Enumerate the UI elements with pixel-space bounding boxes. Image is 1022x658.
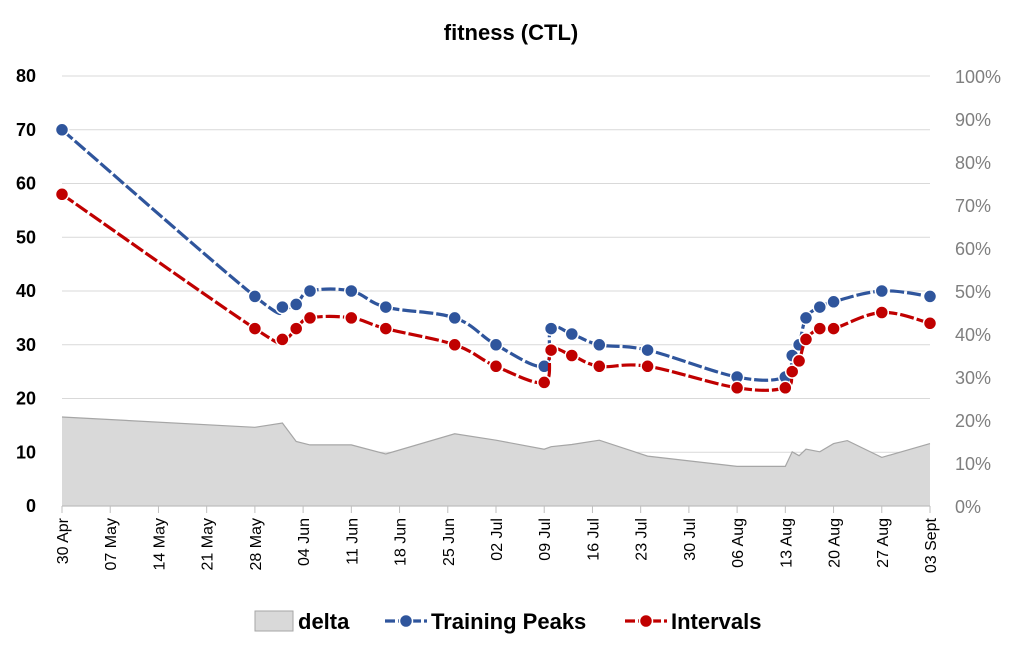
point-intervals: [378, 321, 394, 336]
y-left-tick-label: 40: [16, 281, 36, 301]
legend-label-intervals: Intervals: [671, 609, 762, 634]
point-intervals: [344, 310, 359, 326]
y-right-tick-label: 50%: [955, 282, 991, 302]
x-tick-label: 13 Aug: [778, 518, 795, 568]
y-left-tick-label: 20: [16, 389, 36, 409]
point-intervals: [592, 359, 607, 374]
y-right-tick-label: 40%: [955, 325, 991, 345]
point-intervals: [275, 332, 290, 347]
x-tick-label: 16 Jul: [585, 518, 602, 561]
point-intervals: [54, 187, 70, 202]
x-tick-label: 07 May: [103, 518, 120, 570]
point-training-peaks: [812, 299, 828, 315]
area-delta: [62, 417, 930, 506]
point-training-peaks: [54, 122, 70, 138]
legend-swatch-delta: [254, 610, 294, 632]
point-training-peaks: [874, 283, 890, 299]
legend: delta Training Peaks Intervals: [254, 609, 762, 634]
legend-swatch-marker-intervals: [638, 613, 654, 629]
y-left-tick-label: 30: [16, 335, 36, 355]
point-training-peaks: [344, 283, 359, 299]
y-left-tick-label: 0: [26, 496, 36, 516]
legend-swatch-marker-training-peaks: [398, 613, 414, 629]
x-tick-label: 27 Aug: [875, 518, 892, 568]
y-left-tick-label: 60: [16, 174, 36, 194]
point-training-peaks: [275, 299, 290, 315]
point-intervals: [247, 321, 263, 336]
x-tick-label: 18 Jun: [393, 518, 410, 566]
point-intervals: [288, 321, 304, 336]
legend-label-delta: delta: [298, 609, 350, 634]
y-right-tick-label: 0%: [955, 497, 981, 517]
point-intervals: [812, 321, 828, 336]
x-tick-label: 03 Sept: [923, 517, 940, 573]
y-left-tick-label: 50: [16, 227, 36, 247]
point-intervals: [778, 380, 793, 396]
point-training-peaks: [592, 337, 607, 353]
legend-label-training-peaks: Training Peaks: [431, 609, 586, 634]
point-training-peaks: [543, 321, 559, 336]
x-tick-label: 20 Aug: [827, 518, 844, 568]
x-tick-label: 25 Jun: [441, 518, 458, 566]
point-training-peaks: [302, 283, 318, 299]
x-tick-label: 09 Jul: [537, 518, 554, 561]
point-training-peaks: [447, 310, 462, 326]
y-right-tick-label: 60%: [955, 239, 991, 259]
point-training-peaks: [247, 289, 263, 304]
point-training-peaks: [564, 326, 580, 342]
point-intervals: [729, 380, 745, 396]
point-intervals: [640, 359, 655, 374]
x-tick-label: 23 Jul: [634, 518, 651, 561]
y-left-tick-label: 80: [16, 66, 36, 86]
axes: 0 10 20 30 40 50 60 70 80 0% 10% 20% 30% 40% 50% 60% 70%…: [16, 66, 1001, 573]
chart-title: fitness (CTL): [444, 20, 578, 45]
point-intervals: [302, 310, 318, 326]
y-right-tick-label: 70%: [955, 196, 991, 216]
point-training-peaks: [288, 297, 304, 312]
x-tick-label: 04 Jun: [296, 518, 313, 566]
y-right-tick-label: 10%: [955, 454, 991, 474]
y-right-tick-label: 100%: [955, 67, 1001, 87]
y-right-tick-label: 20%: [955, 411, 991, 431]
line-series-layer: [54, 122, 938, 396]
point-training-peaks: [378, 299, 394, 315]
x-tick-label: 06 Aug: [730, 518, 747, 568]
point-intervals: [922, 316, 938, 331]
y-left-tick-label: 70: [16, 120, 36, 140]
point-training-peaks: [640, 342, 655, 358]
x-tick-label: 11 Jun: [344, 518, 361, 565]
y-right-tick-label: 30%: [955, 368, 991, 388]
point-training-peaks: [488, 337, 504, 353]
point-intervals: [488, 359, 504, 374]
point-training-peaks: [798, 310, 814, 326]
point-intervals: [784, 364, 800, 379]
point-intervals: [447, 337, 462, 353]
point-intervals: [564, 348, 580, 363]
x-tick-label: 14 May: [151, 518, 168, 570]
x-tick-label: 28 May: [248, 518, 265, 570]
x-tick-label: 30 Apr: [55, 517, 72, 564]
point-intervals: [798, 332, 814, 347]
x-tick-label: 30 Jul: [682, 518, 699, 561]
y-right-tick-label: 80%: [955, 153, 991, 173]
point-training-peaks: [922, 289, 938, 304]
gridlines: [62, 75, 930, 453]
y-left-tick-label: 10: [16, 442, 36, 462]
point-intervals: [826, 321, 841, 336]
point-intervals: [791, 353, 807, 369]
point-intervals: [874, 305, 890, 320]
point-training-peaks: [826, 294, 841, 310]
area-edge-delta: [61, 416, 931, 467]
point-intervals: [536, 375, 552, 390]
y-right-tick-label: 90%: [955, 110, 991, 130]
delta-area-layer: [61, 416, 931, 506]
point-intervals: [543, 342, 559, 358]
x-tick-label: 02 Jul: [489, 518, 506, 561]
x-tick-label: 21 May: [200, 518, 217, 570]
